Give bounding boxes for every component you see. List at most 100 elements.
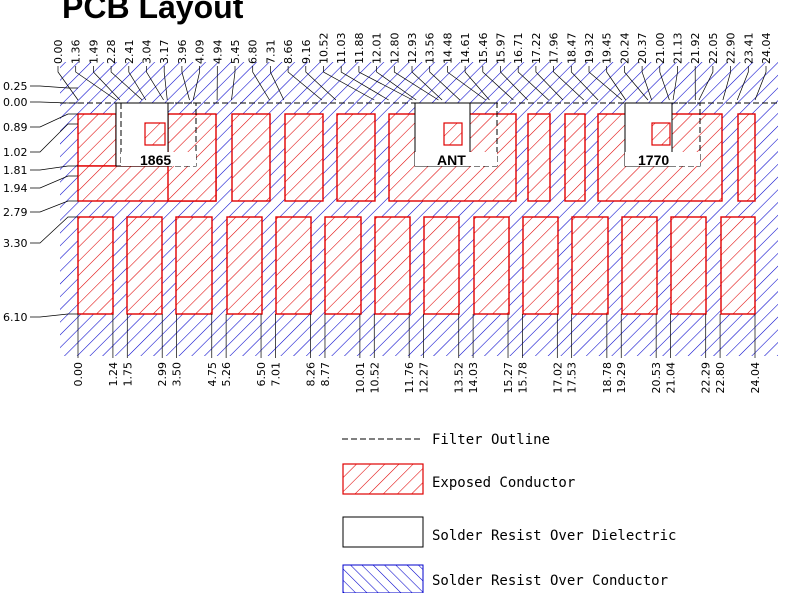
bottom-dimension-label: 11.76 [403, 362, 416, 394]
dimension-leader [570, 66, 599, 101]
top-dimension-label: 2.41 [123, 40, 136, 65]
cutout-1770-pad [652, 123, 670, 145]
dimension-leader [588, 66, 623, 101]
bottom-dimension-label: 22.80 [714, 362, 727, 394]
top-dimension-label: 12.01 [371, 33, 384, 65]
conductor-pad [528, 114, 550, 201]
dimension-leader [192, 66, 200, 101]
dimension-leader [30, 165, 78, 171]
conductor-pad [285, 114, 323, 201]
bottom-dimension-label: 3.50 [171, 362, 184, 387]
bottom-dimension-label: 2.99 [156, 362, 169, 387]
conductor-pad [78, 114, 116, 166]
conductor-pad [738, 114, 755, 201]
bottom-dimension-label: 4.75 [206, 362, 219, 387]
legend-label-solder-resist-conductor: Solder Resist Over Conductor [432, 573, 668, 589]
dimension-leader [305, 66, 337, 101]
bottom-dimension-label: 22.29 [700, 362, 713, 394]
cutout-1865-pad [145, 123, 165, 145]
dimension-leader [429, 66, 461, 101]
dimension-leader [252, 66, 270, 101]
top-dimension-label: 7.31 [264, 40, 277, 65]
bottom-dimension-label: 20.53 [650, 362, 663, 394]
legend-label-filter-outline: Filter Outline [432, 432, 550, 448]
dimension-leader [500, 66, 528, 101]
top-dimension-label: 3.04 [141, 40, 154, 65]
top-dimension-label: 16.71 [512, 33, 525, 65]
dimension-leader [30, 216, 78, 244]
legend-label-solder-resist-dielectric: Solder Resist Over Dielectric [432, 528, 676, 544]
bottom-dimension-label: 1.75 [121, 362, 134, 387]
dimension-leader [30, 313, 78, 318]
top-dimension-label: 8.66 [282, 40, 295, 65]
left-dimension-label: 0.00 [3, 96, 28, 109]
dimension-leader [376, 66, 417, 101]
top-dimension-label: 4.94 [211, 40, 224, 65]
dimension-leader [340, 66, 389, 101]
dimension-leader [722, 66, 731, 101]
dimension-leader [30, 101, 78, 104]
top-dimension-label: 20.37 [636, 33, 649, 65]
bottom-dimension-label: 15.27 [502, 362, 515, 394]
dimension-leader [606, 66, 627, 101]
top-dimension-label: 15.46 [477, 33, 490, 65]
top-dimension-label: 1.36 [70, 40, 83, 65]
left-dimension-label: 6.10 [3, 311, 28, 324]
bottom-dimension-label: 8.77 [319, 362, 332, 387]
dimension-leader [75, 66, 117, 101]
dimension-leader [464, 66, 490, 101]
component-label-bg [121, 152, 196, 166]
top-dimension-label: 2.28 [105, 40, 118, 65]
legend-resist-hatch [343, 565, 423, 593]
top-dimension-label: 18.47 [565, 33, 578, 65]
top-dimension-label: 22.05 [707, 33, 720, 65]
top-dimension-label: 9.16 [300, 40, 313, 65]
left-dimension-label: 1.94 [3, 182, 28, 195]
dimension-leader [447, 66, 486, 101]
top-dimension-label: 0.00 [52, 40, 65, 65]
cutout-ant-pad [444, 123, 462, 145]
lower-conductor-pads [77, 216, 756, 315]
bottom-dimension-label: 5.26 [220, 362, 233, 387]
dimension-leader [624, 66, 649, 101]
dimension-leader [659, 66, 670, 101]
legend-label-exposed-conductor: Exposed Conductor [432, 475, 575, 491]
top-dimension-label: 10.52 [318, 33, 331, 65]
component-label-bg [415, 152, 497, 166]
top-dimension-label: 11.03 [335, 33, 348, 65]
dimension-leader [411, 66, 443, 101]
dimension-leader [482, 66, 514, 101]
top-dimension-label: 21.00 [654, 33, 667, 65]
bottom-dimension-labels: 0.00 1.24 1.75 2.99 3.50 4.75 5.26 6.50 7.01 8.26… [72, 314, 762, 394]
legend: Filter Outline Exposed Conductor Solder … [342, 432, 676, 593]
dimension-leader [30, 175, 78, 189]
dimension-leader [535, 66, 564, 101]
conductor-pad [565, 114, 585, 201]
top-dimension-label: 22.90 [725, 33, 738, 65]
top-dimension-label: 4.09 [194, 40, 207, 65]
dimension-leader [93, 66, 121, 101]
dimension-leader [641, 66, 652, 101]
bottom-dimension-label: 1.24 [107, 362, 120, 387]
top-dimension-label: 24.04 [760, 33, 773, 65]
left-dimension-label: 1.81 [3, 164, 28, 177]
dimension-leader [163, 66, 168, 101]
bottom-dimension-label: 10.52 [368, 362, 381, 394]
dimension-leader [30, 113, 78, 128]
top-dimension-label: 17.96 [548, 33, 561, 65]
top-dimension-label: 12.93 [406, 33, 419, 65]
dimension-leader [110, 66, 143, 101]
component-cutouts: 1865 ANT 1770 [115, 102, 701, 168]
bottom-dimension-label: 14.03 [467, 362, 480, 394]
dimension-leader [287, 66, 323, 101]
page-title: PCB Layout [62, 0, 244, 25]
bottom-dimension-label: 24.04 [749, 362, 762, 394]
bottom-dimension-label: 10.01 [354, 362, 367, 394]
top-dimension-label: 5.45 [229, 40, 242, 65]
dimension-leader [672, 66, 678, 101]
bottom-dimension-label: 19.29 [615, 362, 628, 394]
bottom-dimension-label: 18.78 [601, 362, 614, 394]
top-dimension-label: 3.17 [158, 40, 171, 65]
left-dimension-labels: 0.25 0.00 0.89 1.02 1.81 1.94 2.79 3.30 6.10 [3, 80, 78, 324]
